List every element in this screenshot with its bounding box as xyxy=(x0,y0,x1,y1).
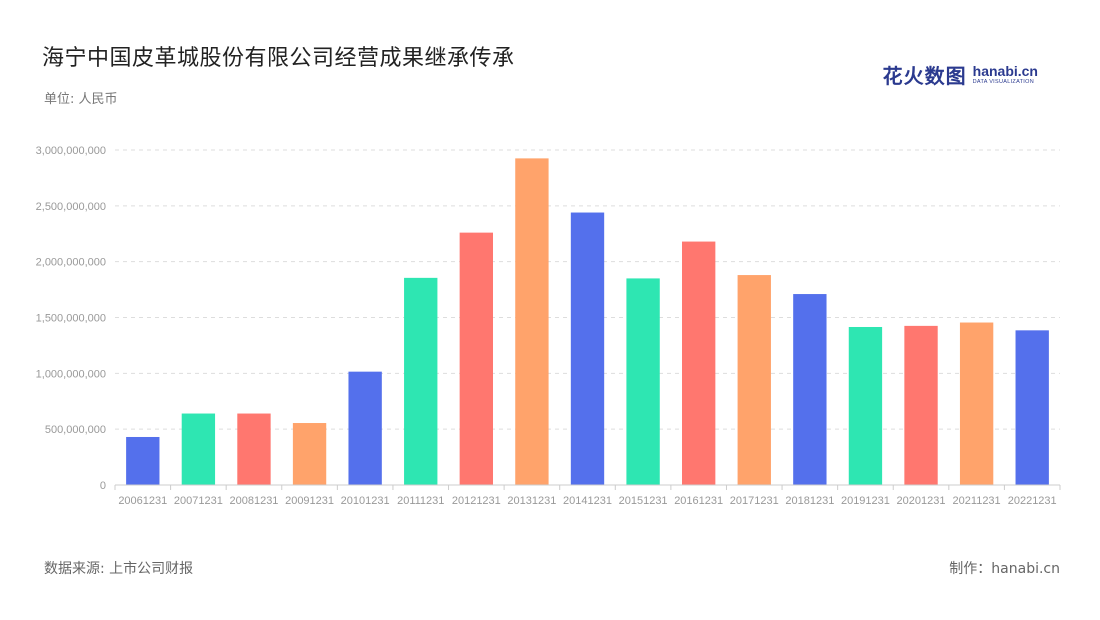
bar xyxy=(626,278,660,485)
x-tick-label: 20081231 xyxy=(229,495,278,507)
x-tick-label: 20161231 xyxy=(674,495,723,507)
bar xyxy=(570,212,605,486)
brand-logo: 花火数图 hanabi.cn DATA VISUALIZATION xyxy=(883,60,1038,89)
x-tick-label: 20171231 xyxy=(730,495,779,507)
bar xyxy=(848,326,883,485)
x-tick-label: 20181231 xyxy=(785,495,834,507)
bars xyxy=(126,158,1049,486)
bar xyxy=(348,371,382,485)
x-tick-label: 20141231 xyxy=(563,495,612,507)
x-tick-label: 20131231 xyxy=(507,495,556,507)
logo-cn-text: 花火数图 xyxy=(882,64,967,88)
bar xyxy=(959,322,994,485)
bar xyxy=(904,325,938,485)
y-tick-label: 0 xyxy=(100,480,106,492)
x-tick-label: 20201231 xyxy=(897,495,946,507)
chart-title: 海宁中国皮革城股份有限公司经营成果继承传承 xyxy=(42,46,515,71)
bar xyxy=(181,413,216,485)
bar xyxy=(515,158,549,485)
bar xyxy=(793,294,827,485)
x-tick-label: 20121231 xyxy=(452,495,501,507)
maker-credit: 制作：hanabi.cn xyxy=(949,561,1060,577)
x-tick-label: 20221231 xyxy=(1008,495,1057,507)
logo-sub-text: DATA VISUALIZATION xyxy=(972,78,1034,85)
x-tick-label: 20061231 xyxy=(118,495,167,507)
y-tick-label: 1,000,000,000 xyxy=(36,368,106,380)
bar xyxy=(126,436,160,485)
y-tick-label: 500,000,000 xyxy=(45,424,106,436)
x-tick-label: 20101231 xyxy=(341,495,390,507)
bar xyxy=(404,277,438,485)
unit-label: 单位: 人民币 xyxy=(44,92,118,107)
x-tick-label: 20071231 xyxy=(174,495,223,507)
bar xyxy=(682,241,716,485)
x-tick-label: 20211231 xyxy=(953,495,1001,507)
bar xyxy=(1015,330,1049,485)
x-tick-label: 20191231 xyxy=(841,495,890,507)
y-tick-label: 2,000,000,000 xyxy=(36,257,106,269)
x-tick-label: 20091231 xyxy=(285,495,334,507)
bar xyxy=(292,423,327,485)
y-tick-label: 3,000,000,000 xyxy=(36,145,106,157)
bar xyxy=(459,232,493,485)
y-tick-label: 1,500,000,000 xyxy=(36,313,106,325)
logo-en-block: hanabi.cn DATA VISUALIZATION xyxy=(973,64,1038,86)
logo-en-text: hanabi.cn xyxy=(972,62,1038,79)
x-tick-label: 20111231 xyxy=(397,495,444,507)
y-tick-label: 2,500,000,000 xyxy=(36,201,106,213)
data-source: 数据来源: 上市公司财报 xyxy=(44,561,194,577)
x-axis-ticks: 20061231 20071231 20081231 20091231 20101231… xyxy=(114,485,1061,507)
y-axis-ticks: 0 500,000,000 1,000,000,000 1,500,000,000 2,… xyxy=(36,145,106,492)
bar xyxy=(237,413,271,485)
bar xyxy=(737,275,771,485)
x-tick-label: 20151231 xyxy=(619,495,668,507)
